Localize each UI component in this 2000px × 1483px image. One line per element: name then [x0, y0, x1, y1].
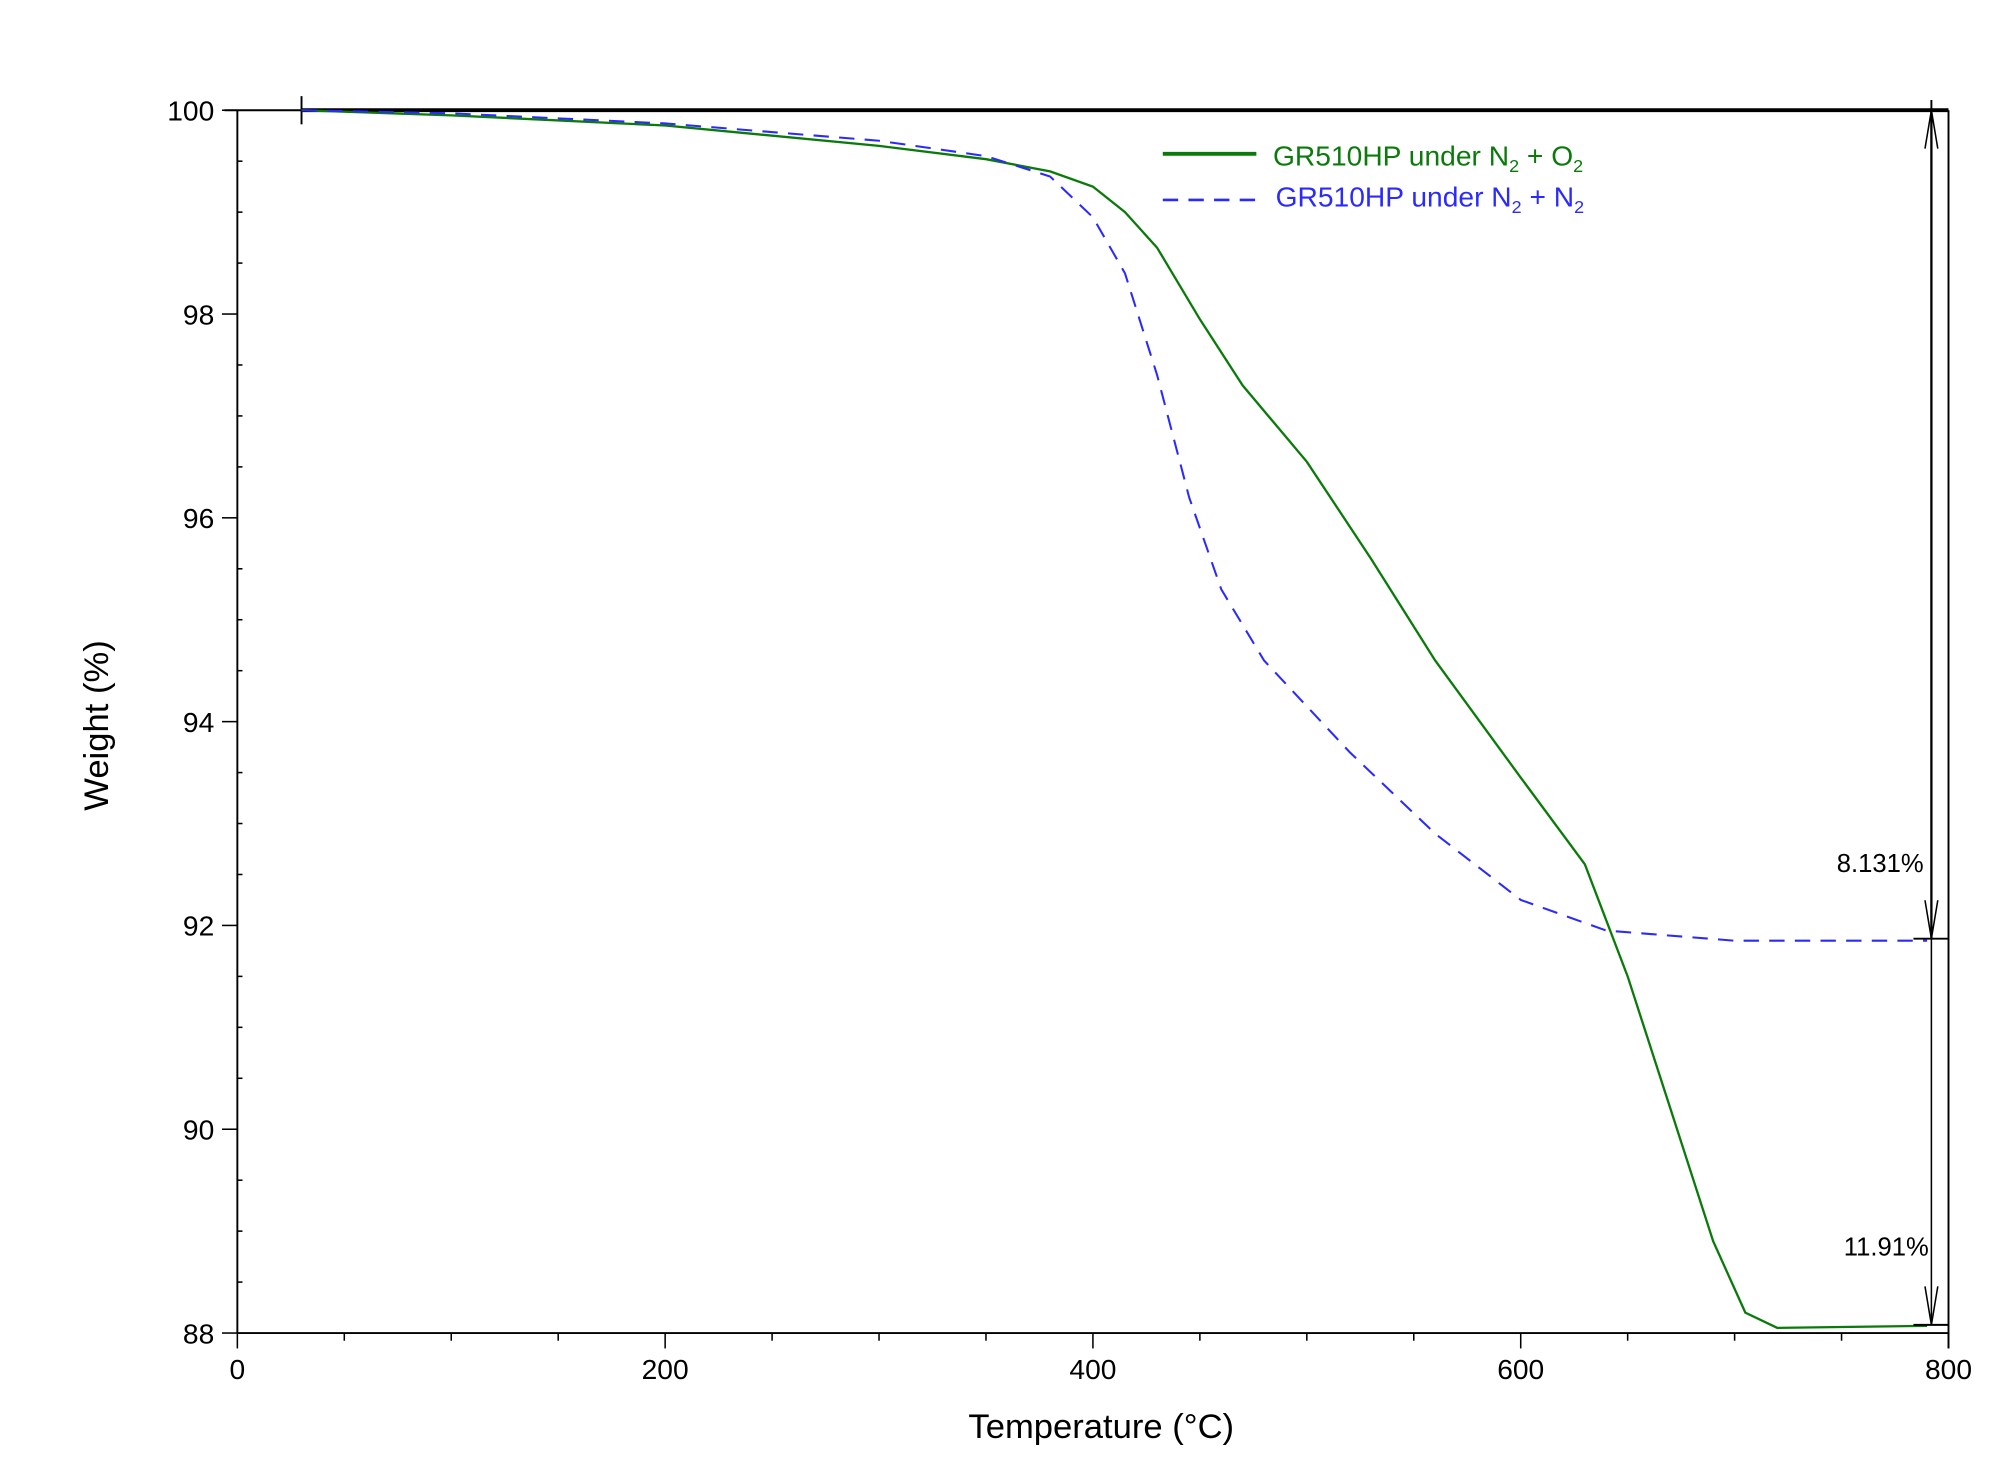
y-tick-label: 100: [167, 94, 214, 126]
series-line-1: [301, 109, 1928, 942]
annotation-label-o2-loss: 11.91%: [1844, 1234, 1929, 1262]
x-tick-label: 0: [230, 1353, 246, 1385]
series-line-0: [301, 109, 1928, 1330]
x-tick-label: 800: [1925, 1353, 1972, 1385]
legend-label-o2: GR510HP under N2 + O2: [1273, 139, 1583, 175]
x-tick-label: 600: [1497, 1353, 1544, 1385]
y-tick-label: 92: [183, 910, 214, 942]
x-tick-label: 200: [642, 1353, 689, 1385]
x-tick-label: 400: [1069, 1353, 1116, 1385]
annotation-label-n2-loss: 8.131%: [1837, 850, 1924, 878]
y-tick-label: 94: [183, 706, 214, 738]
y-axis-label: Weight (%): [78, 640, 116, 810]
y-tick-label: 88: [183, 1317, 214, 1349]
y-tick-label: 98: [183, 298, 214, 330]
y-tick-label: 90: [183, 1113, 214, 1145]
y-tick-label: 96: [183, 502, 214, 534]
legend: GR510HP under N2 + O2 GR510HP under N2 +…: [1162, 139, 1585, 217]
legend-label-n2: GR510HP under N2 + N2: [1276, 180, 1585, 216]
x-axis-label: Temperature (°C): [968, 1408, 1234, 1446]
